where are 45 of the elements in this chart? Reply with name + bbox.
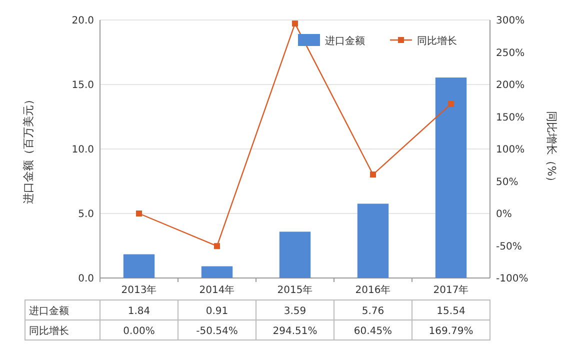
text: 同比增长 xyxy=(29,326,69,337)
bar xyxy=(279,232,311,278)
y2-tick-label: -50% xyxy=(496,241,522,252)
point xyxy=(136,210,142,216)
y2-tick-label: 50% xyxy=(496,176,518,188)
point xyxy=(214,243,220,250)
y2-tick-label: 300% xyxy=(496,16,525,26)
bar xyxy=(201,266,233,278)
bar xyxy=(357,204,389,278)
y-tick-label: 0.0 xyxy=(78,274,94,284)
bar xyxy=(435,78,467,278)
x-tick-label: 2017年 xyxy=(433,284,469,296)
data-label: 294.51% xyxy=(272,326,318,337)
y-tick-label: 20.0 xyxy=(72,16,94,26)
x-tick-label: 2016年 xyxy=(355,284,391,296)
data-label: 5.76 xyxy=(362,306,384,317)
data-label: 1.84 xyxy=(128,306,150,317)
y2-axis-title: 同比增长（%） xyxy=(545,110,558,188)
legend-label: 进口金额 xyxy=(325,35,365,47)
y2-tick-label: 200% xyxy=(496,80,525,91)
x-tick-label: 2013年 xyxy=(121,284,157,296)
y2-tick-label: 250% xyxy=(496,48,525,59)
point xyxy=(370,172,376,178)
data-label: 60.45% xyxy=(354,326,392,337)
data-label: 169.79% xyxy=(428,326,474,337)
data-label: 3.59 xyxy=(284,306,306,317)
legend-label: 同比增长 xyxy=(417,35,457,47)
x-tick-label: 2014年 xyxy=(199,284,235,296)
y2-tick-label: 150% xyxy=(496,112,525,124)
data-label: -50.54% xyxy=(196,326,238,337)
y2-tick-label: 0% xyxy=(496,209,512,220)
x-tick-label: 2015年 xyxy=(277,284,313,296)
text: 进口金额 xyxy=(29,306,69,317)
y-tick-label: 15.0 xyxy=(72,80,94,91)
y-axis-title: 进口金额（百万美元） xyxy=(22,94,35,204)
data-label: 0.91 xyxy=(206,306,228,317)
y-tick-label: 10.0 xyxy=(72,144,94,156)
data-label: 15.54 xyxy=(436,306,466,317)
y2-tick-label: 100% xyxy=(496,144,525,156)
data-label: 0.00% xyxy=(123,326,155,337)
y2-tick-label: -100% xyxy=(496,274,528,284)
bar xyxy=(123,254,155,278)
point xyxy=(448,100,454,107)
point xyxy=(292,20,298,27)
y-tick-label: 5.0 xyxy=(78,209,94,220)
